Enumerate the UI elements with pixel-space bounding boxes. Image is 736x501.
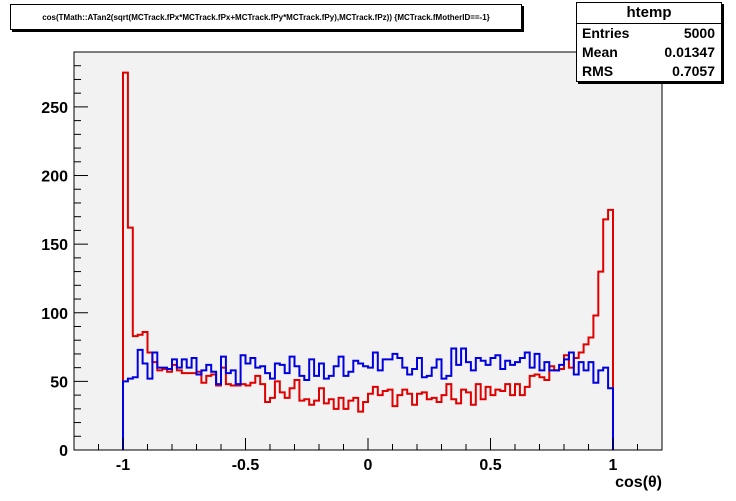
histogram-series-1: [122, 71, 614, 450]
stats-value: 5000: [683, 25, 715, 41]
stats-value: 0.01347: [664, 44, 715, 60]
histogram-series-2: [122, 347, 614, 450]
stats-label: Mean: [582, 44, 618, 60]
y-tick-label: 150: [41, 237, 68, 254]
x-tick-label: -1: [116, 457, 130, 474]
stats-label: RMS: [582, 63, 614, 79]
stats-row-entries: Entries 5000: [577, 24, 721, 43]
x-tick-label: 0: [364, 457, 373, 474]
x-axis-label: cos(θ): [615, 474, 662, 491]
axis-layer: -1 -0.5 0 0.5 1 0 50 100 150 200 250: [41, 52, 663, 474]
stats-box: htemp Entries 5000 Mean 0.01347 RMS 0.70…: [576, 2, 722, 82]
y-tick-label: 0: [59, 443, 68, 460]
plot-frame: [73, 51, 663, 451]
y-tick-label: 200: [41, 169, 68, 186]
chart-title: cos(TMath::ATan2(sqrt(MCTrack.fPx*MCTrac…: [10, 4, 522, 30]
stats-value: 0.7057: [672, 63, 715, 79]
series-layer: [122, 71, 614, 450]
stats-row-mean: Mean 0.01347: [577, 43, 721, 62]
y-tick-label: 250: [41, 100, 68, 117]
stats-row-rms: RMS 0.7057: [577, 62, 721, 81]
x-tick-label: -0.5: [232, 457, 260, 474]
y-tick-label: 50: [50, 374, 68, 391]
stats-box-title: htemp: [577, 3, 721, 24]
y-tick-label: 100: [41, 306, 68, 323]
x-tick-label: 0.5: [479, 457, 501, 474]
x-tick-label: 1: [609, 457, 618, 474]
stats-label: Entries: [582, 25, 630, 41]
